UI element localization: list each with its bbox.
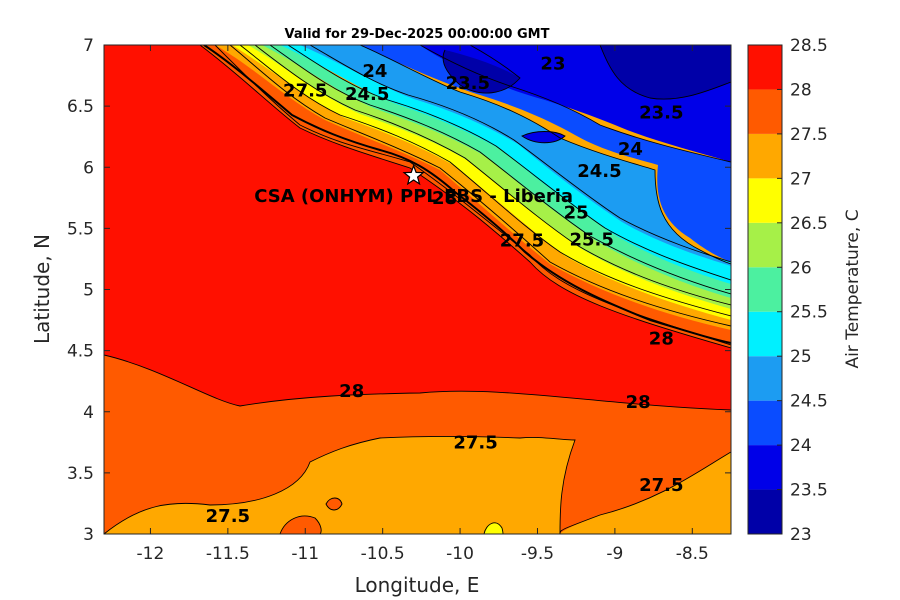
y-tick-label: 6.5: [67, 97, 94, 117]
y-tick-label: 4.5: [67, 342, 94, 362]
colorbar-tick-label: 28.5: [790, 36, 828, 56]
contour-label: 25.5: [569, 229, 613, 250]
chart-title: Valid for 29-Dec-2025 00:00:00 GMT: [285, 27, 550, 42]
x-tick-label: -9: [606, 544, 623, 564]
colorbar-label: Air Temperature, C: [843, 209, 863, 368]
location-label: CSA (ONHYM) PPL EBS - Liberia: [254, 186, 573, 207]
x-tick-label: -10: [446, 544, 474, 564]
contour-label: 24.5: [577, 161, 621, 182]
colorbar: 23 23.5 24 24.5 25 25.5 26 26.5 27 27.5 28 28.5: [747, 36, 828, 545]
band-23-inner: [443, 50, 520, 94]
band-27.5: [104, 355, 731, 534]
y-tick-label: 7: [83, 36, 94, 56]
band-27.5-blob: [326, 498, 342, 510]
colorbar-segment: [748, 311, 782, 357]
contour-label: 23: [540, 53, 565, 74]
colorbar-tick-label: 23: [790, 525, 812, 545]
band-25: [280, 45, 731, 284]
contour-label: 25: [564, 203, 589, 224]
contour-label: 24: [362, 61, 387, 82]
colorbar-frame: [747, 44, 783, 535]
coastline: [203, 45, 731, 344]
colorbar-segment: [748, 45, 782, 90]
band-26.5: [232, 45, 731, 320]
y-tick-label: 5: [83, 281, 94, 301]
colorbar-segment: [748, 445, 782, 490]
x-tick-label: -11: [291, 544, 319, 564]
contour-label: 27.5: [500, 231, 544, 252]
location-marker: CSA (ONHYM) PPL EBS - Liberia: [254, 164, 573, 207]
colorbar-tick-label: 24: [790, 436, 812, 456]
contour-label: 28: [626, 392, 651, 413]
x-tick-label: -10.5: [361, 544, 405, 564]
contour-lines: [104, 45, 731, 534]
colorbar-tick-label: 24.5: [790, 392, 828, 412]
location-star-icon: [402, 164, 425, 186]
contour-label: 27.5: [283, 80, 327, 101]
contour-label: 28: [339, 381, 364, 402]
x-axis-label: Longitude, E: [355, 573, 480, 597]
colorbar-segment: [748, 178, 782, 223]
contour-label: 27.5: [639, 475, 683, 496]
contour-label: 28: [649, 329, 674, 350]
contour-label: 27.5: [206, 506, 250, 527]
colorbar-tick-label: 27: [790, 169, 812, 189]
contour-label: 28: [432, 188, 457, 209]
x-tick-label: -8.5: [676, 544, 709, 564]
contour-label: 23.5: [639, 102, 683, 123]
colorbar-tick-label: 26: [790, 258, 812, 278]
band-24: [360, 45, 731, 262]
band-27: [215, 45, 731, 330]
contour-label: 27.5: [453, 432, 497, 453]
contour-label: 24.5: [345, 84, 389, 105]
y-axis: 3 3.5 4 4.5 5 5.5 6 6.5 7: [67, 36, 731, 545]
x-tick-label: -11.5: [206, 544, 250, 564]
y-tick-label: 4: [83, 403, 94, 423]
colorbar-segment: [748, 267, 782, 312]
colorbar-tick-label: 23.5: [790, 481, 828, 501]
colorbar-tick-label: 28: [790, 80, 812, 100]
colorbar-segment: [748, 489, 782, 534]
contour-label: 24: [618, 139, 643, 160]
colorbar-segment: [748, 222, 782, 268]
colorbar-tick-label: 25.5: [790, 303, 828, 323]
band-27.5-spot: [280, 515, 322, 534]
colorbar-segment: [748, 356, 782, 401]
x-tick-label: -9.5: [521, 544, 554, 564]
colorbar-segment: [748, 400, 782, 446]
y-tick-label: 6: [83, 158, 94, 178]
band-23: [470, 45, 731, 100]
colorbar-tick-label: 26.5: [790, 214, 828, 234]
colorbar-segment: [748, 133, 782, 179]
plot-area: [104, 45, 731, 534]
band-26: [248, 45, 731, 309]
x-axis: -12 -11.5 -11 -10.5 -10 -9.5 -9 -8.5: [137, 45, 709, 564]
y-tick-label: 5.5: [67, 219, 94, 239]
colorbar-tick-label: 25: [790, 347, 812, 367]
colorbar-tick-label: 27.5: [790, 125, 828, 145]
y-tick-label: 3: [83, 525, 94, 545]
x-tick-label: -12: [137, 544, 165, 564]
contour-labels: 2323.523.5242424.524.52525.527.527.52828…: [206, 53, 684, 526]
colorbar-segment: [748, 89, 782, 134]
y-tick-label: 3.5: [67, 464, 94, 484]
band-27.5-coastal: [200, 45, 731, 348]
band-28: [104, 45, 731, 410]
y-axis-label: Latitude, N: [30, 234, 54, 344]
band-24.5: [300, 45, 731, 266]
contour-label: 23.5: [446, 73, 490, 94]
